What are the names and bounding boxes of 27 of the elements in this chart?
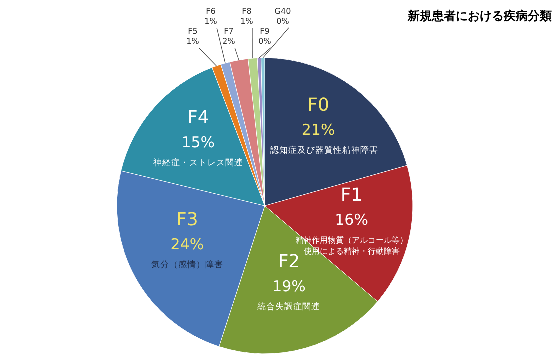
data-label: 1% — [204, 17, 218, 26]
data-label: 1% — [240, 17, 254, 26]
data-label: 16% — [335, 210, 368, 229]
data-label: 15% — [182, 133, 216, 152]
text: 統合失調症関連 — [258, 302, 321, 312]
slice-label: F4 — [187, 107, 210, 128]
text: 新規患者における疾病分類 — [407, 9, 552, 23]
slice-label: F8 — [242, 7, 252, 16]
data-label: 19% — [272, 277, 306, 296]
slice-label: F9 — [260, 27, 270, 36]
slice-label: F7 — [224, 27, 234, 36]
data-label: 1% — [186, 37, 200, 46]
slice-label: F3 — [176, 209, 198, 230]
text: 認知症及び器質性精神障害 — [270, 146, 379, 156]
slice-label: F0 — [308, 95, 330, 116]
slice-label: F2 — [278, 251, 300, 272]
data-label: 21% — [302, 121, 336, 140]
text: 神経症・ストレス関連 — [153, 158, 244, 168]
data-label: 24% — [170, 235, 204, 254]
data-label: 0% — [258, 37, 272, 46]
slice-label: F6 — [206, 7, 216, 16]
slice-label: F5 — [188, 27, 198, 36]
data-label: 0% — [276, 17, 290, 26]
slice-label: G40 — [274, 7, 292, 16]
text: 気分（感情）障害 — [151, 260, 224, 270]
slice-label: F1 — [340, 184, 363, 206]
data-label: 2% — [222, 37, 236, 46]
